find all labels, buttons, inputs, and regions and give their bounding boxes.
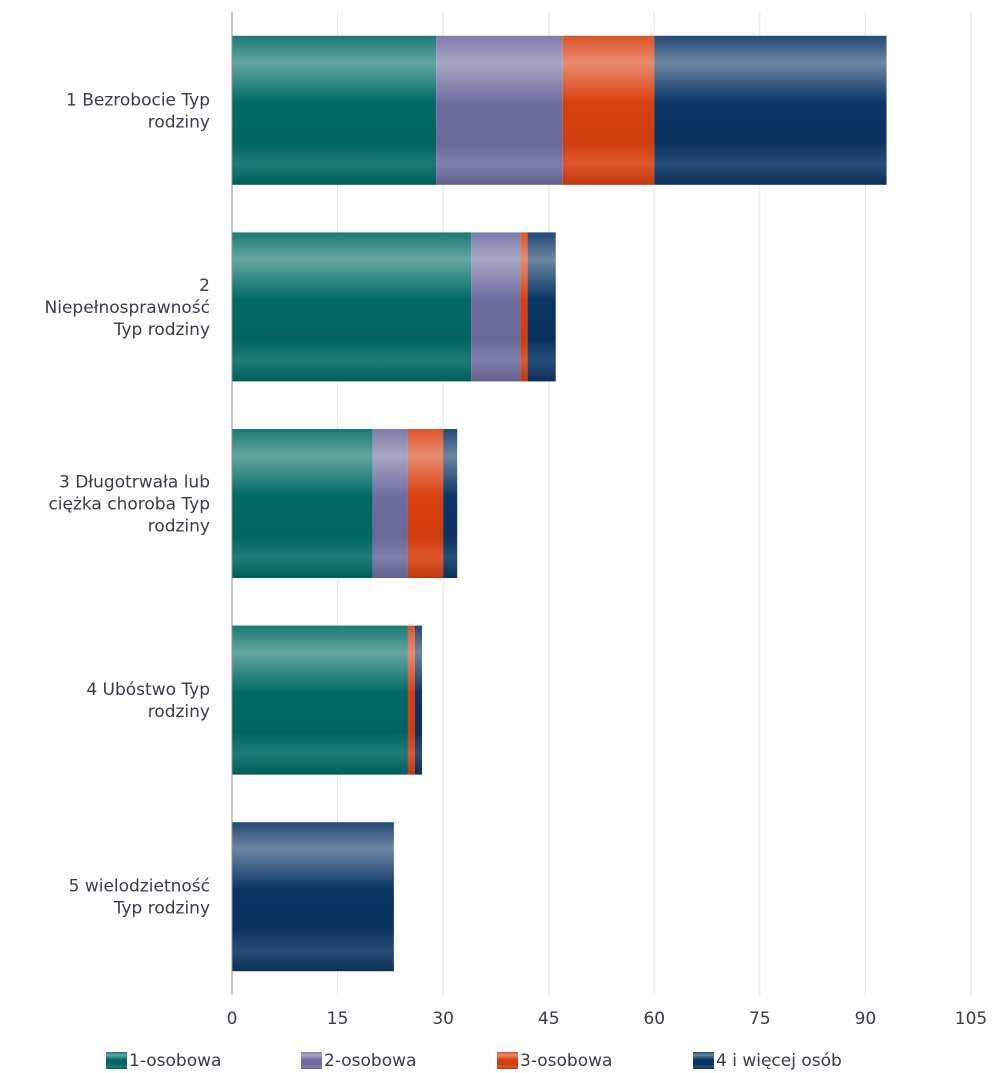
legend-swatch-3-osobowa [497,1052,518,1069]
x-tick-label-15: 15 [327,1009,349,1029]
bar-cat2-3-osobowa[interactable] [520,232,528,382]
x-tick-label-60: 60 [643,1009,665,1029]
bar-cat3-4-i-wiecej-osob[interactable] [443,429,458,578]
x-tick-label-75: 75 [749,1009,771,1029]
x-tick-labels: 0 15 30 45 60 75 90 105 [227,1009,988,1029]
category-label-5: 5 wielodzietność Typ rodziny [69,877,210,919]
bars [232,35,887,972]
x-tick-label-0: 0 [227,1009,238,1029]
legend-label-2-osobowa: 2-osobowa [324,1051,416,1071]
bar-cat3-2-osobowa[interactable] [372,429,408,578]
bar-cat3-1-osobowa[interactable] [232,429,373,578]
legend: 1-osobowa 2-osobowa 3-osobowa 4 i więcej os… [106,1051,842,1071]
bar-cat4-4-i-wiecej-osob[interactable] [414,625,423,775]
bar-cat1-3-osobowa[interactable] [562,35,655,185]
legend-item-2-osobowa[interactable]: 2-osobowa [301,1051,416,1071]
bar-cat2-1-osobowa[interactable] [232,232,472,382]
legend-swatch-1-osobowa [106,1052,127,1069]
legend-swatch-2-osobowa [301,1052,322,1069]
bar-cat4-1-osobowa[interactable] [232,625,408,775]
category-label-1: 1 Bezrobocie Typ rodziny [66,90,210,132]
legend-item-3-osobowa[interactable]: 3-osobowa [497,1051,612,1071]
bar-cat1-2-osobowa[interactable] [436,35,563,185]
category-labels: 1 Bezrobocie Typ rodziny 2 Niepełnosprawnoś… [45,90,211,918]
bar-cat4-3-osobowa[interactable] [407,625,415,775]
bar-cat2-4-i-wiecej-osob[interactable] [527,232,556,382]
x-tick-label-105: 105 [955,1009,987,1029]
legend-swatch-4-i-wiecej-osob [693,1052,714,1069]
category-label-3: 3 Długotrwała lub ciężka choroba Typ rodzi… [48,473,210,537]
bar-cat3-3-osobowa[interactable] [407,429,444,578]
category-label-2: 2 Niepełnosprawność Typ rodziny [45,276,211,340]
bar-cat2-2-osobowa[interactable] [471,232,521,382]
legend-label-3-osobowa: 3-osobowa [520,1051,612,1071]
legend-label-1-osobowa: 1-osobowa [129,1051,221,1071]
bar-cat1-1-osobowa[interactable] [232,35,437,185]
bar-cat5-4-i-wiecej-osob[interactable] [232,822,394,972]
x-tick-label-90: 90 [855,1009,877,1029]
x-tick-label-45: 45 [538,1009,560,1029]
legend-label-4-i-wiecej-osob: 4 i więcej osób [716,1051,842,1071]
x-tick-label-30: 30 [432,1009,454,1029]
legend-item-1-osobowa[interactable]: 1-osobowa [106,1051,221,1071]
category-label-4: 4 Ubóstwo Typ rodziny [86,680,210,722]
legend-item-4-i-wiecej-osob[interactable]: 4 i więcej osób [693,1051,842,1071]
bar-cat1-4-i-wiecej-osob[interactable] [654,35,887,185]
